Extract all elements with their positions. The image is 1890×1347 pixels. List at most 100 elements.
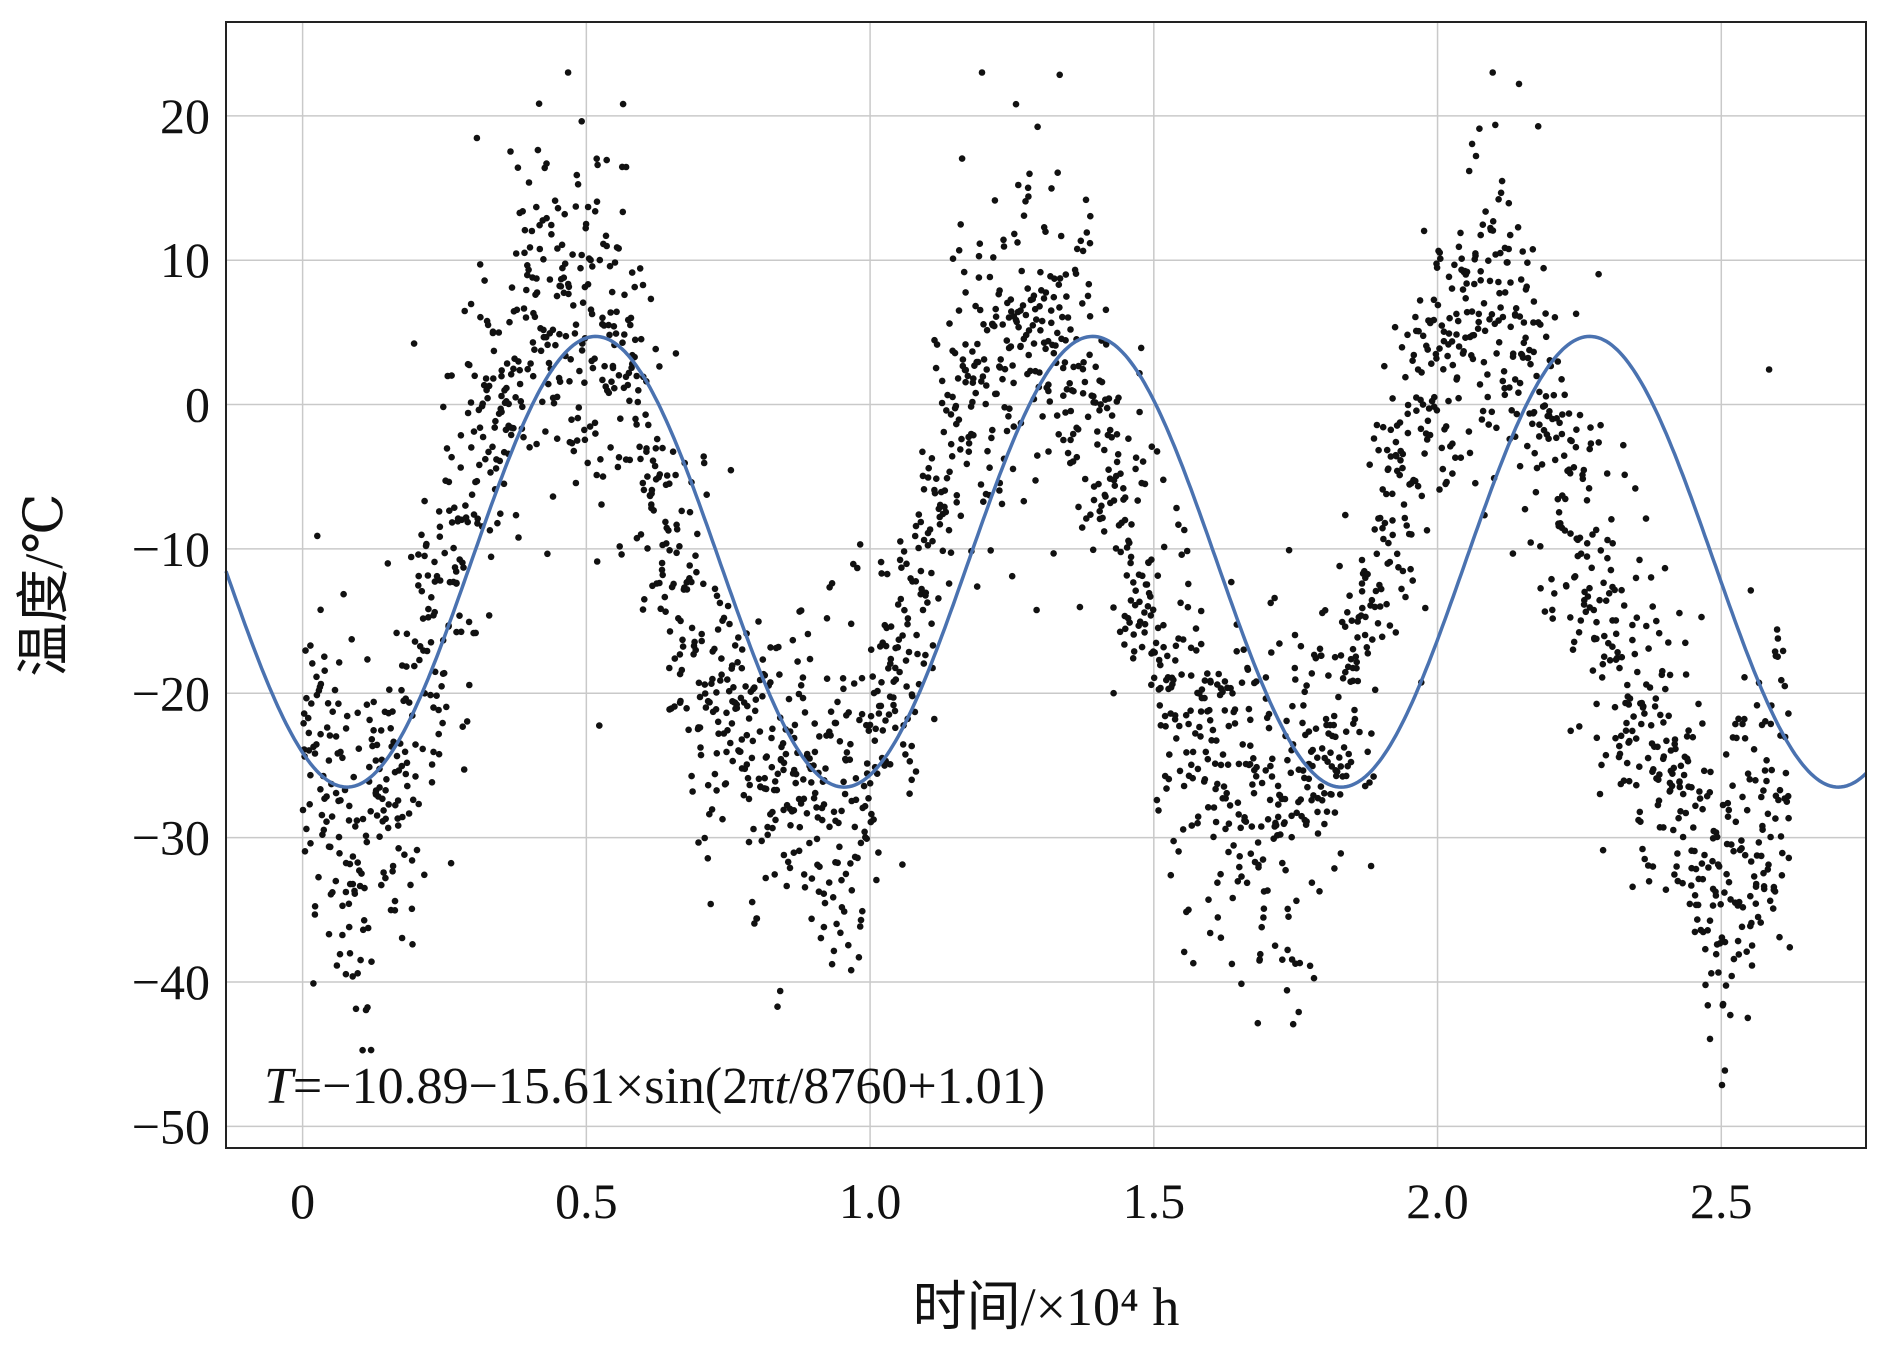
scatter-point bbox=[572, 203, 580, 210]
scatter-point bbox=[1387, 426, 1395, 434]
scatter-point bbox=[635, 387, 642, 394]
scatter-point bbox=[1699, 875, 1707, 883]
scatter-point bbox=[474, 520, 481, 527]
scatter-point bbox=[1179, 826, 1187, 833]
scatter-point bbox=[1707, 768, 1714, 776]
scatter-point bbox=[711, 585, 719, 593]
scatter-point bbox=[828, 580, 836, 587]
scatter-point bbox=[1187, 672, 1195, 679]
scatter-point bbox=[1743, 806, 1751, 814]
scatter-point bbox=[801, 884, 809, 891]
scatter-point bbox=[1077, 237, 1085, 245]
scatter-point bbox=[1663, 737, 1670, 745]
scatter-point bbox=[1551, 590, 1558, 597]
scatter-point bbox=[584, 203, 592, 211]
scatter-point bbox=[1753, 702, 1761, 709]
scatter-point bbox=[556, 378, 564, 386]
scatter-point bbox=[1042, 345, 1049, 353]
scatter-point bbox=[1665, 712, 1672, 720]
scatter-point bbox=[376, 833, 383, 840]
scatter-point bbox=[398, 686, 405, 694]
scatter-point bbox=[1715, 863, 1723, 870]
scatter-point bbox=[1363, 644, 1371, 651]
scatter-point bbox=[1436, 486, 1443, 493]
scatter-point bbox=[1398, 585, 1405, 593]
scatter-point bbox=[1675, 814, 1682, 822]
scatter-point bbox=[1744, 770, 1752, 777]
scatter-point bbox=[1558, 430, 1566, 438]
scatter-point bbox=[1425, 405, 1433, 412]
scatter-point bbox=[1267, 762, 1274, 770]
scatter-point bbox=[1549, 606, 1556, 614]
scatter-point bbox=[1404, 429, 1412, 437]
scatter-point bbox=[1072, 270, 1080, 278]
scatter-point bbox=[536, 221, 543, 229]
scatter-point bbox=[1074, 426, 1082, 433]
scatter-point bbox=[1507, 279, 1514, 286]
scatter-point bbox=[737, 748, 744, 755]
scatter-point bbox=[471, 372, 479, 380]
scatter-point bbox=[520, 305, 528, 312]
scatter-point bbox=[911, 532, 919, 540]
scatter-point bbox=[1067, 407, 1075, 415]
scatter-point bbox=[931, 489, 939, 497]
scatter-point bbox=[1094, 428, 1101, 435]
scatter-point bbox=[1767, 720, 1775, 728]
scatter-point bbox=[659, 444, 666, 452]
scatter-point bbox=[299, 806, 307, 814]
scatter-point bbox=[750, 825, 757, 833]
scatter-point bbox=[1223, 789, 1230, 797]
scatter-point bbox=[1682, 809, 1690, 817]
scatter-point bbox=[708, 806, 716, 813]
scatter-point bbox=[407, 881, 414, 889]
scatter-point bbox=[1762, 718, 1769, 725]
scatter-point bbox=[1086, 313, 1094, 320]
scatter-point bbox=[852, 775, 860, 782]
scatter-point bbox=[1484, 371, 1491, 378]
scatter-point bbox=[1542, 310, 1549, 317]
scatter-point bbox=[512, 250, 520, 257]
scatter-point bbox=[568, 439, 576, 447]
scatter-point bbox=[1501, 289, 1509, 296]
scatter-point bbox=[1279, 956, 1286, 963]
scatter-point bbox=[529, 372, 537, 380]
scatter-point bbox=[1735, 898, 1743, 906]
scatter-point bbox=[1586, 445, 1593, 453]
scatter-point bbox=[775, 643, 782, 651]
scatter-point bbox=[771, 778, 779, 785]
scatter-point bbox=[790, 849, 798, 856]
scatter-point bbox=[1250, 789, 1258, 797]
scatter-point bbox=[865, 795, 872, 802]
scatter-point bbox=[692, 646, 699, 654]
scatter-point bbox=[976, 240, 984, 247]
scatter-point bbox=[1760, 869, 1767, 877]
scatter-point bbox=[855, 954, 863, 961]
scatter-point bbox=[1476, 381, 1484, 388]
scatter-point bbox=[1618, 586, 1625, 594]
scatter-point bbox=[940, 428, 948, 436]
scatter-point bbox=[1732, 720, 1739, 728]
scatter-point bbox=[1596, 790, 1604, 798]
scatter-point bbox=[811, 748, 819, 756]
scatter-point bbox=[1238, 873, 1245, 880]
scatter-point bbox=[969, 398, 976, 406]
scatter-point bbox=[335, 659, 343, 666]
scatter-point bbox=[900, 548, 908, 555]
scatter-point bbox=[1676, 609, 1683, 617]
scatter-point bbox=[584, 281, 592, 288]
scatter-point bbox=[726, 620, 733, 628]
scatter-point bbox=[1019, 302, 1027, 309]
scatter-point bbox=[1537, 585, 1544, 592]
scatter-point bbox=[1268, 773, 1276, 780]
scatter-point bbox=[349, 880, 357, 888]
scatter-point bbox=[919, 606, 927, 614]
scatter-point bbox=[332, 877, 340, 885]
scatter-point bbox=[1651, 703, 1659, 710]
scatter-point bbox=[336, 950, 344, 958]
scatter-point bbox=[457, 464, 465, 471]
scatter-point bbox=[1650, 766, 1657, 773]
scatter-point bbox=[1129, 655, 1137, 662]
scatter-point bbox=[1519, 354, 1527, 361]
scatter-point bbox=[1185, 906, 1192, 914]
scatter-point bbox=[570, 447, 578, 455]
